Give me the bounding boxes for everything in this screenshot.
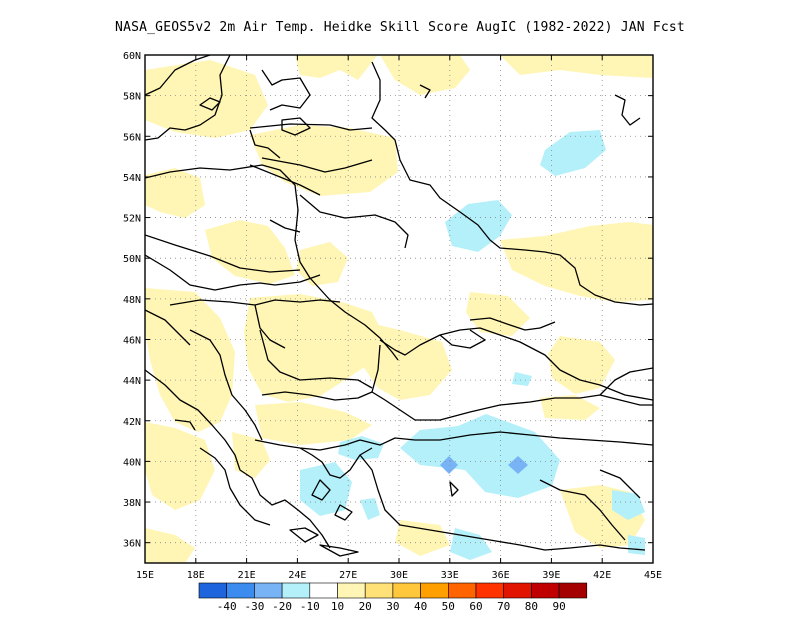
x-tick-label: 33E [441, 570, 459, 581]
y-tick-label: 48N [123, 295, 141, 306]
colorbar-swatch [198, 582, 228, 599]
colorbar-swatch [503, 582, 532, 599]
colorbar-label: 80 [525, 600, 538, 613]
y-tick-label: 60N [123, 51, 141, 62]
colorbar-label: 30 [386, 600, 399, 613]
colorbar-swatch [392, 582, 421, 599]
colorbar-label: 60 [469, 600, 482, 613]
colorbar-swatch [531, 582, 560, 599]
y-tick-label: 50N [123, 254, 141, 265]
colorbar-label: 70 [497, 600, 510, 613]
colorbar-label: -20 [272, 600, 292, 613]
x-tick-label: 15E [136, 570, 154, 581]
colorbar-swatch [447, 582, 477, 599]
x-axis: 15E 18E 21E 24E 27E 30E 33E 36E 39E 42E 45E [136, 55, 662, 581]
colorbar-swatch [226, 582, 255, 599]
y-tick-label: 56N [123, 132, 141, 143]
y-tick-label: 38N [123, 498, 141, 509]
y-tick-label: 40N [123, 457, 141, 468]
chart-title: NASA_GEOS5v2 2m Air Temp. Heidke Skill S… [115, 20, 685, 35]
colorbar-label: 50 [442, 600, 455, 613]
colorbar: -40 -30 -20 -10 10 20 30 40 50 60 70 80 90 [198, 582, 588, 613]
y-tick-label: 52N [123, 214, 141, 225]
y-tick-label: 46N [123, 335, 141, 346]
x-tick-label: 18E [187, 570, 205, 581]
y-tick-label: 54N [123, 173, 141, 184]
coastlines-and-borders [145, 55, 653, 557]
negative-skill-strong-regions [440, 456, 528, 474]
colorbar-swatch [364, 582, 394, 599]
skill-fill-layer [145, 55, 653, 563]
colorbar-label: -10 [300, 600, 320, 613]
black-sea-coastline [379, 327, 653, 401]
colorbar-label: 90 [552, 600, 565, 613]
y-tick-label: 44N [123, 376, 141, 387]
colorbar-swatch [281, 582, 311, 599]
colorbar-swatch [309, 582, 338, 599]
x-tick-label: 21E [238, 570, 256, 581]
colorbar-label: 20 [359, 600, 372, 613]
colorbar-swatch [558, 582, 588, 599]
y-axis: 36N 38N 40N 42N 44N 46N 48N 50N 52N 54N 56N 58N 60N [123, 51, 653, 550]
x-tick-label: 42E [593, 570, 611, 581]
x-tick-label: 36E [492, 570, 510, 581]
colorbar-label: -30 [244, 600, 264, 613]
aegean-coastline [239, 469, 331, 549]
positive-skill-regions [145, 55, 653, 563]
x-tick-label: 24E [288, 570, 306, 581]
colorbar-swatch [254, 582, 283, 599]
x-tick-label: 45E [644, 570, 662, 581]
x-tick-label: 27E [339, 570, 357, 581]
colorbar-label: 40 [414, 600, 427, 613]
y-tick-label: 42N [123, 417, 141, 428]
colorbar-swatch [420, 582, 449, 599]
colorbar-label: -40 [217, 600, 237, 613]
x-tick-label: 30E [390, 570, 408, 581]
colorbar-label: 10 [331, 600, 344, 613]
baltic-coastline [145, 55, 231, 141]
x-tick-label: 39E [542, 570, 560, 581]
y-tick-label: 58N [123, 92, 141, 103]
colorbar-swatch [337, 582, 366, 599]
colorbar-swatch [475, 582, 505, 599]
y-tick-label: 36N [123, 539, 141, 550]
